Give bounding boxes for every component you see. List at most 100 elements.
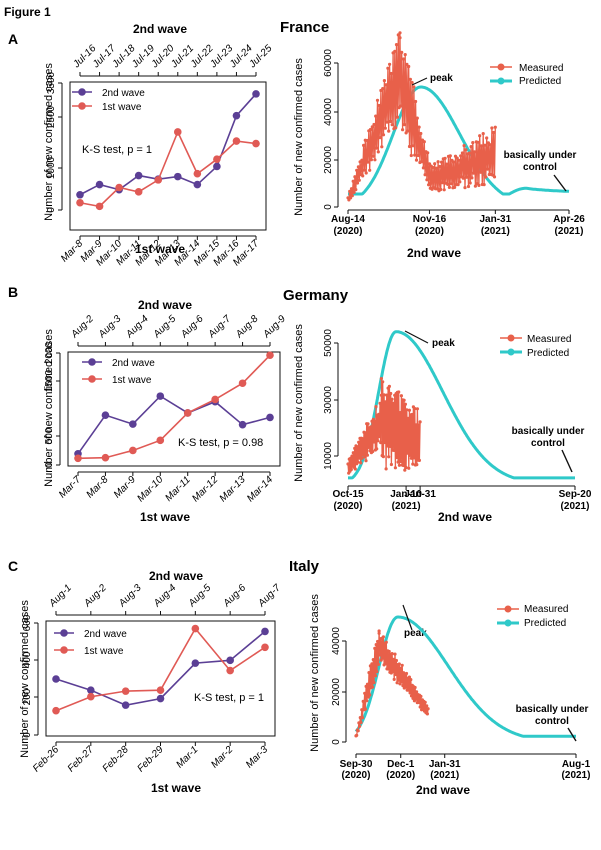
y-tick-label: 1000 <box>46 156 57 179</box>
measured-point <box>348 189 352 193</box>
measured-point <box>395 681 399 685</box>
measured-point <box>373 419 377 423</box>
measured-point <box>453 185 457 189</box>
measured-point <box>417 423 421 427</box>
ks-test-annotation: K-S test, p = 1 <box>194 692 264 704</box>
x-tick-label: Sep-30 <box>340 759 373 770</box>
measured-point <box>357 440 361 444</box>
country-title-italy: Italy <box>289 558 320 575</box>
measured-point <box>399 666 403 670</box>
data-point-2nd-wave <box>213 162 221 171</box>
measured-point <box>409 153 413 158</box>
legend-marker-predicted <box>497 77 505 85</box>
measured-point <box>445 162 449 166</box>
measured-point <box>459 154 463 158</box>
measured-point <box>381 133 386 137</box>
predicted-curve <box>354 615 576 738</box>
measured-point <box>472 171 476 175</box>
measured-point <box>378 136 382 140</box>
legend-marker <box>88 375 96 383</box>
measured-point <box>353 175 357 179</box>
measured-point <box>387 455 391 459</box>
y-tick-label: 0 <box>44 462 55 468</box>
measured-point <box>377 412 381 416</box>
measured-point <box>360 158 364 162</box>
measured-point <box>366 160 370 164</box>
y-tick-label: 30000 <box>323 386 334 414</box>
x-tick-label-top: Aug-3 <box>96 313 124 341</box>
y-tick-label: 2000 <box>44 341 55 364</box>
x-tick-label: Dec-1 <box>387 759 415 770</box>
x-tick-label-bottom: Mar-7 <box>57 474 83 500</box>
measured-point <box>405 408 409 412</box>
measured-point <box>388 444 392 448</box>
chart-a-right: 2nd wave Number of new confirmed cases M… <box>293 31 585 260</box>
y-axis-title: Number of new confirmed cases <box>293 324 305 482</box>
measured-point <box>426 151 430 155</box>
predicted-curve <box>348 330 575 480</box>
legend-label-predicted: Predicted <box>524 618 566 629</box>
bottom-axis-title: 1st wave <box>140 510 190 524</box>
data-point-1st-wave <box>129 446 137 455</box>
measured-point <box>408 691 412 695</box>
data-point-2nd-wave <box>134 171 143 180</box>
measured-point <box>425 178 429 182</box>
x-tick-label: (2020) <box>334 501 363 512</box>
x-tick-label-bottom: Mar-10 <box>135 474 165 504</box>
measured-point <box>425 704 429 708</box>
measured-point <box>440 160 444 164</box>
measured-point <box>469 145 473 149</box>
measured-point <box>404 671 409 676</box>
measured-point <box>415 116 419 120</box>
measured-line <box>399 37 431 185</box>
data-point-1st-wave <box>193 169 202 178</box>
measured-point <box>359 720 363 725</box>
data-point-1st-wave <box>156 436 165 445</box>
measured-point <box>457 158 461 162</box>
x-tick-label: Aug-1 <box>562 759 591 770</box>
measured-point <box>404 685 408 689</box>
legend-marker <box>78 102 86 110</box>
measured-point <box>388 119 393 124</box>
measured-point <box>405 451 409 455</box>
measured-point <box>490 126 494 130</box>
measured-point <box>404 465 408 470</box>
data-point-1st-wave <box>266 351 274 360</box>
data-point-1st-wave <box>226 666 234 675</box>
measured-point <box>438 164 442 169</box>
measured-point <box>357 178 361 182</box>
series-line-2nd-wave <box>77 395 271 455</box>
measured-point <box>394 658 398 663</box>
measured-point <box>368 127 373 132</box>
data-point-2nd-wave <box>52 675 60 683</box>
data-point-2nd-wave <box>193 180 202 189</box>
measured-point <box>433 162 437 166</box>
x-tick-label-top: Aug-6 <box>221 582 249 610</box>
measured-point <box>377 629 381 633</box>
measured-point <box>368 168 372 172</box>
measured-point <box>370 125 374 129</box>
bottom-axis-title: 1st wave <box>151 781 201 795</box>
y-tick-label: 0 <box>323 204 334 210</box>
y-axis-title: Number of new confirmed cases <box>309 594 321 752</box>
data-point-2nd-wave <box>101 411 110 419</box>
x-tick-label-top: Aug-3 <box>116 582 144 610</box>
measured-point <box>363 431 367 435</box>
measured-point <box>354 188 358 192</box>
legend-marker <box>60 646 68 654</box>
measured-point <box>477 183 481 187</box>
measured-point <box>479 170 483 174</box>
y-tick-label: 2500 <box>46 105 57 128</box>
measured-point <box>492 175 497 179</box>
measured-point <box>365 682 370 686</box>
x-axis-title: 2nd wave <box>438 510 492 524</box>
legend-label-measured: Measured <box>519 63 563 74</box>
measured-point <box>401 57 406 61</box>
control-label-line-2: control <box>535 716 569 727</box>
y-tick-label: 20000 <box>331 678 342 706</box>
measured-point <box>378 401 382 405</box>
measured-point <box>466 184 471 189</box>
ks-test-annotation: K-S test, p = 1 <box>82 144 152 156</box>
x-tick-label: Oct-15 <box>332 489 364 500</box>
x-tick-label-bottom: Mar-11 <box>163 474 193 504</box>
